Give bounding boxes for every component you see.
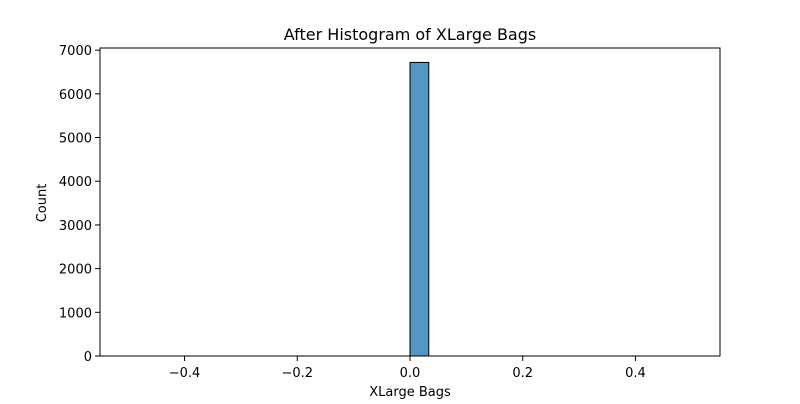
y-tick-label-1: 1000	[59, 306, 92, 321]
x-tick-label-3: 0.2	[512, 366, 533, 381]
y-axis-label: Count	[35, 184, 50, 223]
x-tick-label-4: 0.4	[625, 366, 646, 381]
chart-title: After Histogram of XLarge Bags	[284, 25, 536, 44]
y-tick-label-6: 6000	[59, 88, 92, 103]
histogram-bar-0	[409, 61, 430, 357]
y-tick-label-5: 5000	[59, 132, 92, 147]
x-axis-ticks: −0.4 −0.2 0.0 0.2 0.4	[169, 356, 646, 381]
y-axis-ticks: 0 1000 2000 3000 4000 5000 6000 7000	[59, 44, 100, 365]
y-tick-label-7: 7000	[59, 44, 92, 59]
x-axis-label: XLarge Bags	[369, 385, 451, 400]
x-tick-label-1: −0.2	[281, 366, 313, 381]
bars-layer	[409, 61, 430, 357]
y-tick-label-2: 2000	[59, 263, 92, 278]
y-tick-label-4: 4000	[59, 175, 92, 190]
y-tick-label-3: 3000	[59, 219, 92, 234]
x-tick-label-0: −0.4	[169, 366, 201, 381]
x-tick-label-2: 0.0	[400, 366, 421, 381]
y-tick-label-0: 0	[84, 350, 92, 365]
